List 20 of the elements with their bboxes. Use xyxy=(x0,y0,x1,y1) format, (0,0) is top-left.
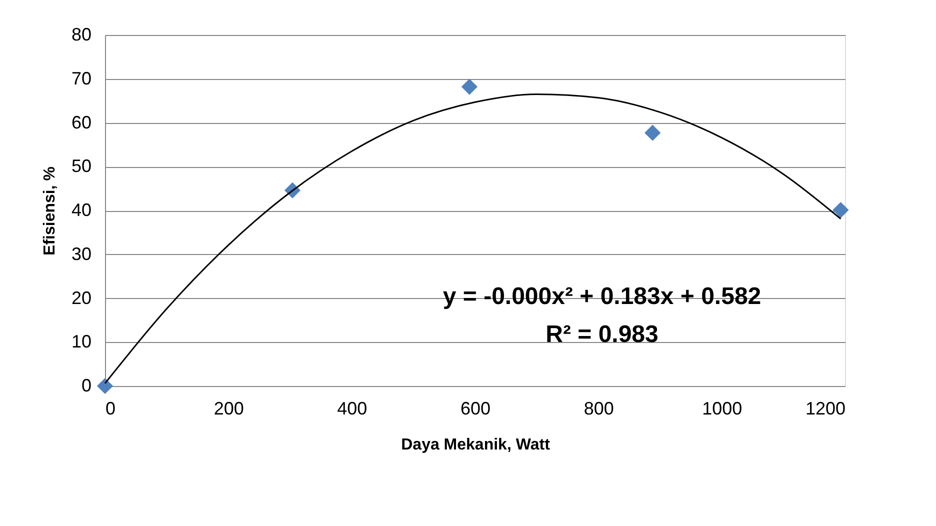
y-tick-label: 40 xyxy=(71,200,92,220)
annotation: y = -0.000x² + 0.183x + 0.582 xyxy=(442,283,762,310)
y-tick-label: 50 xyxy=(71,156,92,176)
x-tick-label: 1000 xyxy=(702,398,742,418)
y-tick-label: 20 xyxy=(71,288,92,308)
annotation: R² = 0.983 xyxy=(546,321,658,348)
y-axis-title: Efisiensi, % xyxy=(41,166,58,256)
x-tick-label: 200 xyxy=(214,398,244,418)
x-tick-label: 0 xyxy=(106,398,116,418)
y-tick-label: 10 xyxy=(71,332,92,352)
y-tick-label: 70 xyxy=(71,68,92,88)
y-tick-label: 0 xyxy=(81,376,92,396)
y-tick-label: 30 xyxy=(71,244,92,264)
x-axis-title: Daya Mekanik, Watt xyxy=(401,436,551,454)
y-tick-label: 80 xyxy=(71,24,92,44)
x-tick-label: 1200 xyxy=(805,398,846,418)
y-tick-label: 60 xyxy=(71,112,92,132)
x-tick-label: 400 xyxy=(337,398,368,418)
x-tick-label: 600 xyxy=(460,398,491,418)
x-tick-label: 800 xyxy=(584,398,614,418)
